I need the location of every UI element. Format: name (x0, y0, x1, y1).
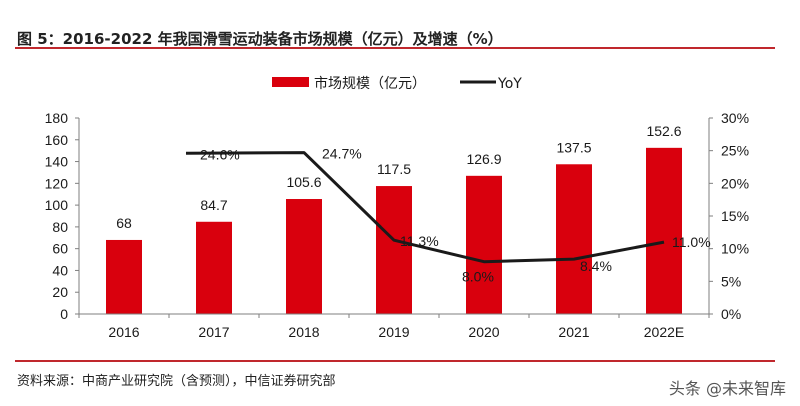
right-tick-label: 15% (721, 208, 749, 224)
title-rule (15, 47, 775, 49)
bar-value-label: 137.5 (556, 139, 591, 155)
bar-value-label: 84.7 (200, 197, 227, 213)
legend-swatch-bar (272, 77, 309, 87)
bar-value-label: 68 (116, 215, 132, 231)
left-tick-label: 80 (52, 219, 68, 235)
bar (106, 239, 142, 314)
yoy-line-group (185, 151, 665, 264)
left-tick-label: 160 (45, 132, 69, 148)
watermark: 头条 @未来智库 (668, 379, 786, 398)
yoy-value-label: 11.3% (400, 233, 439, 249)
x-tick-label: 2019 (378, 324, 409, 340)
yoy-value-label: 24.6% (200, 146, 240, 162)
x-tick-label: 2021 (558, 324, 589, 340)
x-tick-label: 2020 (468, 324, 499, 340)
bar (466, 175, 502, 314)
bar-value-label: 105.6 (286, 174, 321, 190)
figure-title: 图 5：2016-2022 年我国滑雪运动装备市场规模（亿元）及增速（%） (17, 30, 503, 48)
bars (106, 147, 682, 314)
left-tick-label: 180 (45, 110, 69, 126)
legend: 市场规模（亿元） YoY (272, 75, 522, 92)
yoy-value-label: 11.0% (672, 234, 711, 250)
x-tick-label: 2022E (644, 324, 684, 340)
bar-value-label: 152.6 (646, 123, 681, 139)
right-tick-label: 30% (721, 110, 749, 126)
bar-labels: 68 84.7 105.6 117.5 126.9 137.5 152.6 (116, 123, 682, 231)
yoy-line (185, 151, 665, 264)
right-tick-label: 0% (721, 306, 741, 322)
x-tick-label: 2016 (108, 324, 139, 340)
yoy-value-label: 8.0% (462, 269, 494, 285)
x-tick-label: 2018 (288, 324, 319, 340)
left-tick-label: 20 (52, 284, 68, 300)
yoy-value-label: 8.4% (580, 258, 612, 274)
bar-value-label: 117.5 (377, 161, 411, 177)
line-labels: 24.6% 24.7% 11.3% 8.0% 8.4% 11.0% (200, 146, 711, 285)
bar-value-label: 126.9 (466, 151, 501, 167)
legend-label-bar: 市场规模（亿元） (314, 75, 426, 92)
axes: 0 20 40 60 80 100 120 140 160 180 0% 5% 10% 15% 20% 25%… (45, 110, 749, 340)
x-tick-label: 2017 (198, 324, 229, 340)
right-tick-label: 5% (721, 273, 741, 289)
source-rule (15, 360, 775, 362)
bar (646, 147, 682, 314)
left-tick-label: 140 (45, 154, 69, 170)
left-tick-label: 100 (45, 197, 69, 213)
bar (376, 186, 412, 314)
left-tick-label: 40 (52, 262, 68, 278)
yoy-value-label: 24.7% (322, 146, 362, 162)
chart: 市场规模（亿元） YoY 0 20 40 60 80 100 120 140 160 180 0% 5… (45, 75, 749, 340)
bar (286, 199, 322, 314)
right-tick-label: 25% (721, 143, 749, 159)
source-note: 资料来源：中商产业研究院（含预测），中信证券研究部 (17, 374, 336, 389)
bar (556, 164, 592, 314)
legend-label-line: YoY (497, 76, 522, 92)
bar (196, 221, 232, 314)
left-tick-label: 60 (52, 241, 68, 257)
right-tick-label: 20% (721, 175, 749, 191)
right-tick-label: 10% (721, 241, 749, 257)
left-tick-label: 0 (60, 306, 68, 322)
left-tick-label: 120 (45, 175, 69, 191)
